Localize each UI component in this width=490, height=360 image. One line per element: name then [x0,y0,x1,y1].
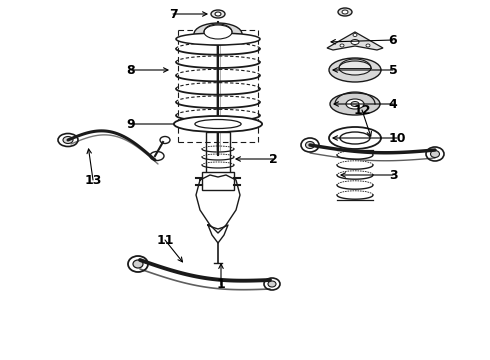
Ellipse shape [264,278,280,290]
Ellipse shape [150,152,164,161]
Ellipse shape [268,281,276,287]
Text: 12: 12 [353,104,371,117]
Text: 7: 7 [169,8,177,21]
Ellipse shape [176,33,260,45]
Ellipse shape [174,116,262,132]
Ellipse shape [215,12,221,16]
Text: 13: 13 [84,174,102,186]
Ellipse shape [351,40,359,45]
Ellipse shape [58,134,78,147]
Ellipse shape [133,260,143,268]
Text: 9: 9 [127,117,135,131]
FancyBboxPatch shape [206,132,230,185]
Ellipse shape [431,150,440,158]
Ellipse shape [346,99,364,109]
Text: 3: 3 [389,168,397,181]
Ellipse shape [340,44,344,47]
Polygon shape [327,32,383,50]
Ellipse shape [426,147,444,161]
Ellipse shape [330,93,380,115]
Ellipse shape [338,8,352,16]
Ellipse shape [211,10,225,18]
Ellipse shape [329,58,381,82]
Text: 2: 2 [269,153,277,166]
Ellipse shape [195,120,241,129]
Ellipse shape [329,127,381,149]
Ellipse shape [63,136,73,144]
Text: 1: 1 [217,279,225,292]
Text: 10: 10 [388,131,406,144]
Ellipse shape [160,136,170,144]
Ellipse shape [342,10,348,14]
Ellipse shape [339,61,371,75]
Ellipse shape [340,132,370,144]
Text: 5: 5 [389,63,397,77]
Ellipse shape [366,44,370,47]
Ellipse shape [351,102,359,107]
Ellipse shape [194,23,242,45]
FancyBboxPatch shape [202,172,234,190]
Text: 8: 8 [127,63,135,77]
Text: 11: 11 [156,234,174,247]
Ellipse shape [305,141,315,149]
Ellipse shape [301,138,319,152]
Ellipse shape [353,33,357,36]
Text: 6: 6 [389,33,397,46]
Ellipse shape [204,25,232,39]
Ellipse shape [128,256,148,272]
Text: 4: 4 [389,98,397,111]
